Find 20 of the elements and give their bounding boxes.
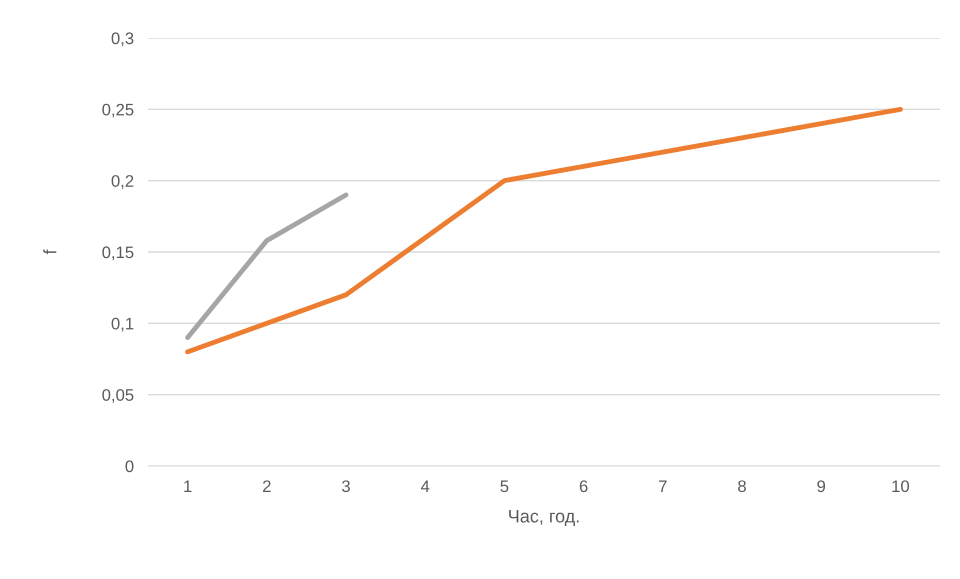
x-tick-label: 8 (738, 480, 746, 492)
y-tick-label: 0,1 (112, 318, 134, 332)
y-tick-label: 0,3 (112, 32, 134, 46)
x-tick-label: 1 (184, 480, 192, 492)
x-tick-label: 2 (263, 480, 271, 492)
x-tick-label: 7 (659, 480, 667, 492)
x-tick-label: 9 (817, 480, 826, 492)
line-series (185, 106, 903, 354)
x-tick-label: 4 (420, 480, 430, 492)
y-tick-label: 0,05 (102, 389, 134, 403)
x-tick-label: 5 (500, 480, 508, 492)
x-tick-label: 6 (580, 480, 588, 492)
y-axis-title: f (43, 249, 56, 254)
y-tick-label: 0,2 (112, 175, 134, 189)
y-tick-label: 0,25 (102, 104, 134, 118)
y-tick-label: 0,15 (102, 246, 134, 260)
x-tick-label: 10 (892, 480, 910, 492)
y-tick-label: 0 (125, 460, 134, 472)
x-axis-title: Час, год. (509, 510, 579, 526)
x-tick-label: 3 (342, 480, 350, 492)
